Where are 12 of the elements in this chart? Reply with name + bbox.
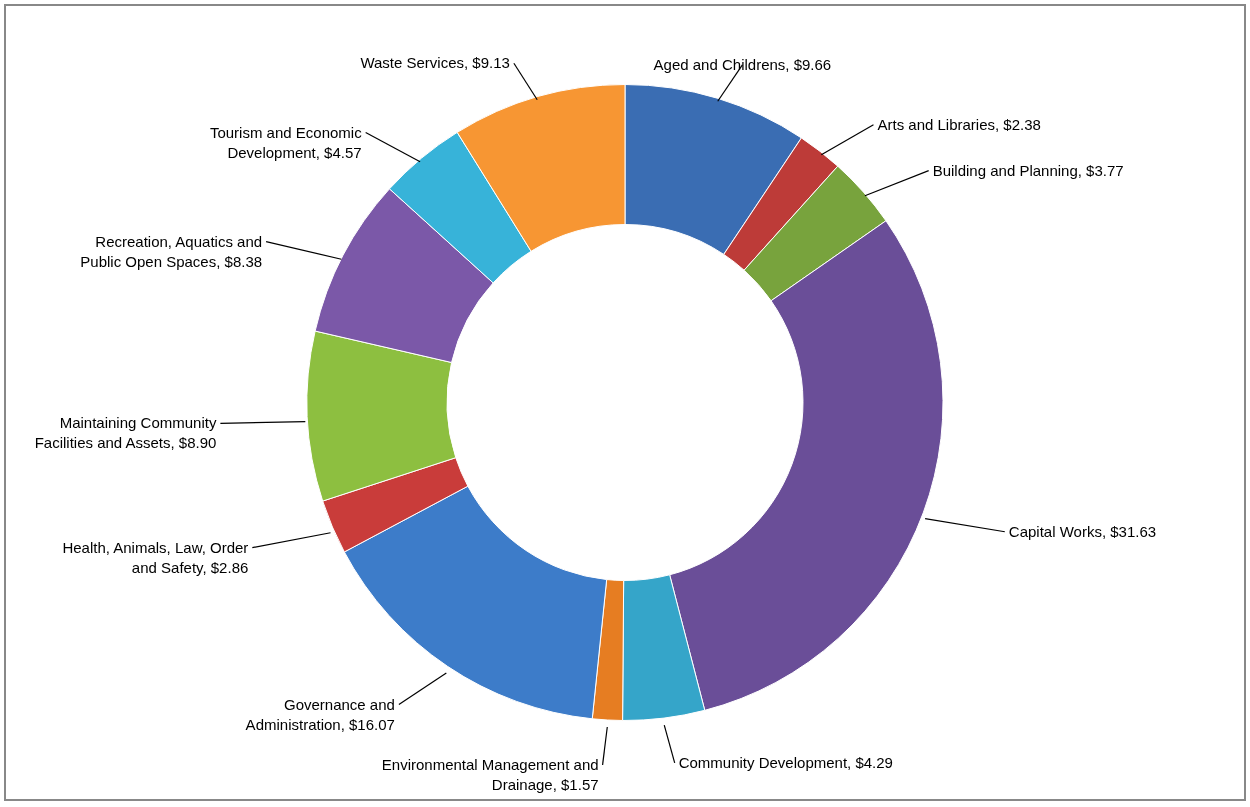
slice-label: Maintaining Community Facilities and Assets, $8.90 xyxy=(34,414,217,452)
slice-label: Capital Works, $31.63 xyxy=(1008,522,1157,540)
slice-label: Governance and Administration, $16.07 xyxy=(245,695,395,733)
slice-label: Waste Services, $9.13 xyxy=(360,54,510,72)
slice-label: Recreation, Aquatics and Public Open Spaces, $8.38 xyxy=(80,232,263,270)
slice-label: Arts and Libraries, $2.38 xyxy=(877,115,1041,133)
slice-label: Building and Planning, $3.77 xyxy=(932,161,1124,179)
slice-label: Community Development, $4.29 xyxy=(678,753,893,771)
slice-label: Aged and Childrens, $9.66 xyxy=(653,55,832,73)
slice-label: Health, Animals, Law, Order and Safety, $2.86 xyxy=(62,538,249,576)
slice-label: Environmental Management and Drainage, $1.57 xyxy=(381,755,599,793)
slice-label: Tourism and Economic Development, $4.57 xyxy=(209,123,363,161)
